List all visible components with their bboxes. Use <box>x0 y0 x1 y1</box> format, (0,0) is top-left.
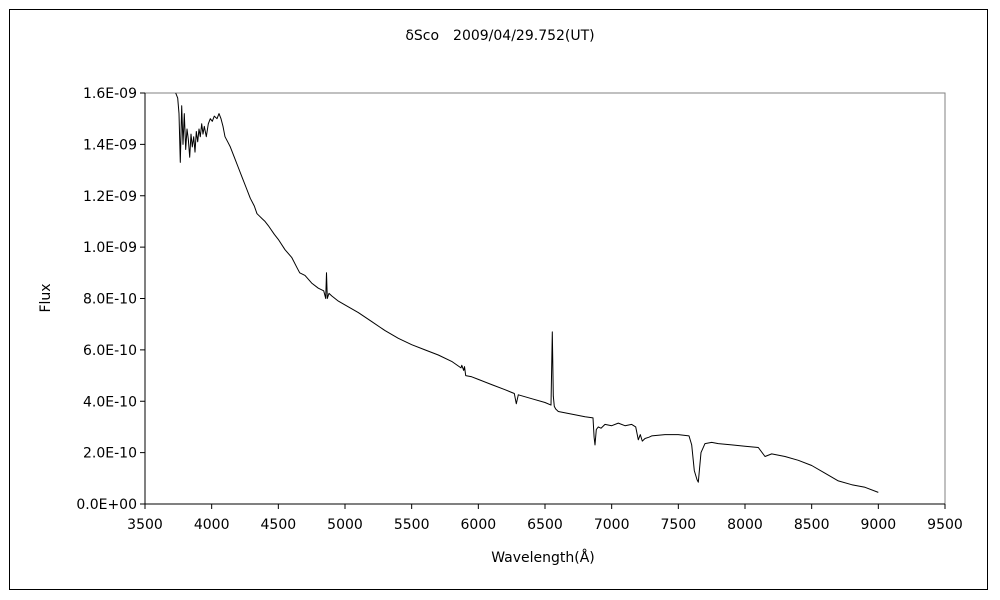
y-tick-label: 4.0E-10 <box>83 394 137 410</box>
plot-area <box>144 92 946 505</box>
x-tick-label: 9000 <box>861 517 897 533</box>
y-tick-label: 0.0E+00 <box>76 497 137 513</box>
y-tick-label: 1.2E-09 <box>83 189 137 205</box>
spectrum-line <box>175 92 879 493</box>
y-tick-label: 2.0E-10 <box>83 446 137 462</box>
y-tick-label: 1.4E-09 <box>83 137 137 153</box>
y-tick-label: 1.6E-09 <box>83 86 137 102</box>
y-axis-title: Flux <box>38 283 54 312</box>
y-axis-ticks: 0.0E+00 2.0E-10 4.0E-10 6.0E-10 8.0E-10 1.0E-… <box>76 86 145 513</box>
x-tick-label: 4000 <box>194 517 230 533</box>
y-tick-label: 1.0E-09 <box>83 240 137 256</box>
x-tick-label: 5000 <box>327 517 363 533</box>
x-tick-label: 6000 <box>461 517 497 533</box>
chart-title: δSco 2009/04/29.752(UT) <box>405 28 594 44</box>
x-tick-label: 5500 <box>394 517 430 533</box>
x-tick-label: 9500 <box>927 517 963 533</box>
x-tick-label: 7000 <box>594 517 630 533</box>
series-group <box>175 92 879 493</box>
x-tick-label: 4500 <box>261 517 297 533</box>
x-axis-title: Wavelength(Å) <box>491 549 595 566</box>
x-axis-ticks: 3500 4000 4500 5000 5500 6000 6500 7000 7500 8000… <box>127 504 963 533</box>
x-tick-label: 8500 <box>794 517 830 533</box>
x-tick-label: 7500 <box>661 517 697 533</box>
x-tick-label: 6500 <box>527 517 563 533</box>
y-tick-label: 6.0E-10 <box>83 343 137 359</box>
x-tick-label: 8000 <box>727 517 763 533</box>
x-tick-label: 3500 <box>127 517 163 533</box>
y-tick-label: 8.0E-10 <box>83 292 137 308</box>
